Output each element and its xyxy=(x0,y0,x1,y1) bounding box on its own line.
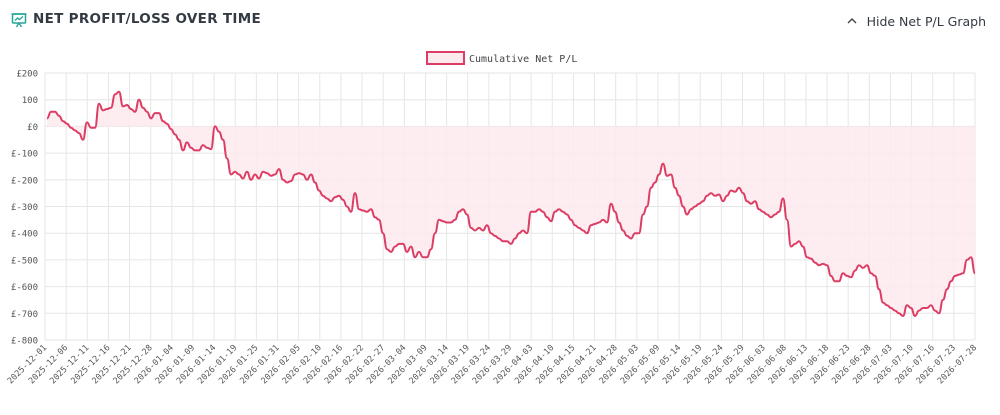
y-tick-label: £-800 xyxy=(11,337,38,347)
y-tick-label: £-600 xyxy=(11,283,38,293)
net-pl-chart: £200 100 £0 £-100 £-200 £-300 £-400 £-500 £-600 £… xyxy=(6,51,979,386)
legend-swatch xyxy=(426,51,465,65)
y-tick-label: £-500 xyxy=(11,256,38,266)
panel-title: NET PROFIT/LOSS OVER TIME xyxy=(33,11,261,27)
y-tick-label: £-300 xyxy=(11,203,38,213)
chart-legend[interactable]: Cumulative Net P/L xyxy=(426,51,577,65)
y-tick-label: £-700 xyxy=(11,310,38,320)
series-area-fill xyxy=(47,91,975,316)
chart-presentation-icon xyxy=(11,13,27,28)
panel-header: NET PROFIT/LOSS OVER TIME Hide Net P/L G… xyxy=(0,0,1000,42)
x-axis: 2025-12-012025-12-062025-12-112025-12-16… xyxy=(6,343,979,386)
y-tick-label: £200 xyxy=(16,70,38,80)
y-tick-label: 100 xyxy=(22,96,38,106)
chevron-up-icon xyxy=(847,18,857,24)
series-line-cumulative-net-pl xyxy=(46,90,976,317)
y-axis: £200 100 £0 £-100 £-200 £-300 £-400 £-500 £-600 £… xyxy=(11,70,38,347)
legend-label: Cumulative Net P/L xyxy=(469,54,577,65)
y-tick-label: £-400 xyxy=(11,230,38,240)
y-tick-label: £0 xyxy=(27,123,38,133)
y-tick-label: £-100 xyxy=(11,150,38,160)
hide-graph-label: Hide Net P/L Graph xyxy=(866,13,986,29)
y-tick-label: £-200 xyxy=(11,176,38,186)
hide-graph-button[interactable]: Hide Net P/L Graph xyxy=(846,11,986,31)
